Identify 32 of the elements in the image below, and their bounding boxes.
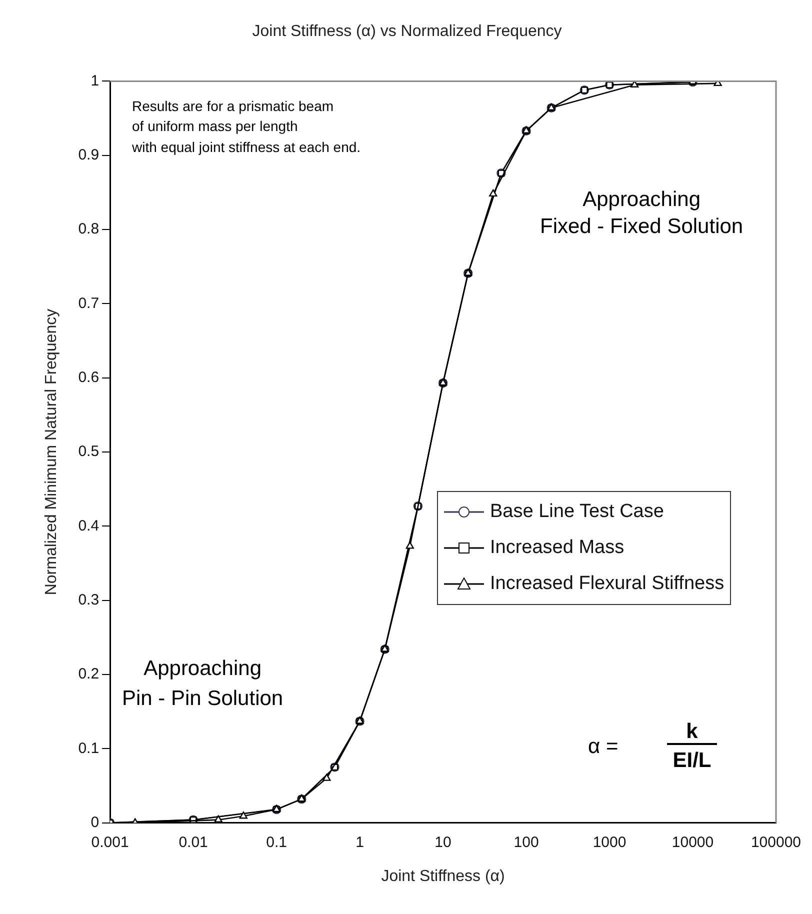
annotation: EI/L [672,748,712,774]
x-axis-title: Joint Stiffness (α) [381,868,505,885]
x-tick-label: 100 [514,834,539,851]
x-tick-label: 1 [356,834,364,851]
annotation: α = [588,734,618,760]
x-tick-label: 10 [434,834,452,851]
legend-label: Base Line Test Case [490,501,664,523]
y-tick-label: 1 [90,72,100,90]
x-tick-label: 100000 [750,834,802,851]
y-axis-title: Normalized Minimum Natural Frequency [43,308,60,596]
chart-title: Joint Stiffness (α) vs Normalized Frequency [252,23,562,40]
y-tick-label: 0.4 [78,517,100,534]
x-tick-label: 10000 [672,834,714,851]
y-tick-label: 0.6 [78,368,100,386]
y-tick-label: 0.5 [78,443,100,460]
annotation: k [667,720,717,746]
x-tick-label: 0.01 [178,834,208,851]
y-tick-label: 0 [90,814,100,831]
y-tick-label: 0.9 [78,146,100,164]
y-tick-label: 0.7 [78,294,100,312]
legend-label: Increased Mass [490,537,624,559]
y-tick-label: 0.3 [78,591,100,608]
x-tick-label: 0.1 [266,834,287,851]
x-tick-label: 1000 [592,834,626,851]
legend-label: Increased Flexural Stiffness [490,573,724,595]
annotation: Results are for a prismatic beam of uniform mass per length with equal joint stiffness at each end. [132,97,361,157]
y-tick-label: 0.2 [78,666,100,683]
annotation: Approaching Pin - Pin Solution [122,656,284,712]
annotation: Approaching Fixed - Fixed Solution [540,187,744,240]
x-tick-label: 0.001 [91,834,129,851]
y-tick-label: 0.1 [78,740,100,757]
y-tick-label: 0.8 [78,220,100,238]
